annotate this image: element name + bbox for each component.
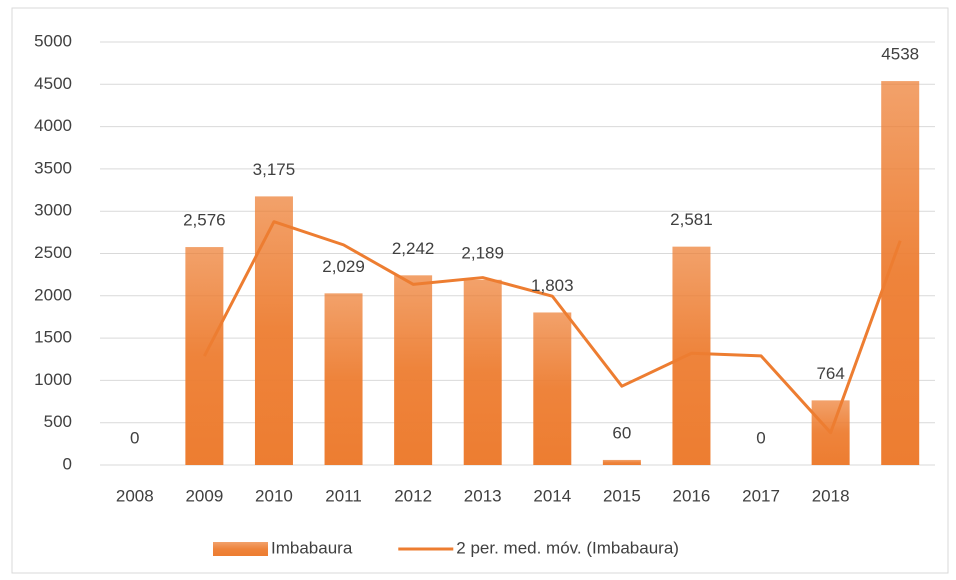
x-tick-label: 2010 <box>255 486 293 505</box>
value-label: 0 <box>756 428 765 447</box>
value-label: 4538 <box>881 45 919 64</box>
value-label: 2,242 <box>392 239 435 258</box>
y-tick-label: 3000 <box>34 201 72 220</box>
y-tick-label: 3500 <box>34 158 72 177</box>
x-tick-label: 2009 <box>185 486 223 505</box>
value-label: 764 <box>816 364 844 383</box>
x-tick-label: 2017 <box>742 486 780 505</box>
x-tick-label: 2013 <box>464 486 502 505</box>
bar <box>533 312 572 465</box>
x-tick-label: 2016 <box>673 486 711 505</box>
value-label: 2,189 <box>461 243 504 262</box>
y-tick-label: 4500 <box>34 74 72 93</box>
bar <box>254 196 293 465</box>
x-tick-label: 2012 <box>394 486 432 505</box>
y-tick-label: 5000 <box>34 31 72 50</box>
value-label: 1,803 <box>531 276 574 295</box>
x-tick-label: 2015 <box>603 486 641 505</box>
moving-average-line <box>203 220 902 435</box>
bar <box>324 293 363 465</box>
value-label: 2,029 <box>322 257 365 276</box>
bar <box>185 247 224 465</box>
value-label: 60 <box>612 423 631 442</box>
value-label: 2,576 <box>183 211 226 230</box>
x-tick-label: 2014 <box>533 486 571 505</box>
y-tick-label: 500 <box>44 412 72 431</box>
legend-label: 2 per. med. móv. (Imbabaura) <box>456 538 679 557</box>
y-tick-label: 2500 <box>34 243 72 262</box>
y-tick-label: 0 <box>63 454 72 473</box>
y-tick-label: 4000 <box>34 116 72 135</box>
x-tick-label: 2008 <box>116 486 154 505</box>
legend-swatch <box>213 542 268 556</box>
bar <box>672 246 711 465</box>
value-label: 3,175 <box>253 160 296 179</box>
bar <box>394 275 433 465</box>
y-tick-label: 1500 <box>34 328 72 347</box>
value-label: 0 <box>130 428 139 447</box>
x-tick-label: 2018 <box>812 486 850 505</box>
legend-label: Imbabaura <box>271 538 353 557</box>
value-label: 2,581 <box>670 210 713 229</box>
y-tick-label: 2000 <box>34 285 72 304</box>
x-tick-label: 2011 <box>325 486 362 505</box>
bar <box>463 279 502 465</box>
y-tick-label: 1000 <box>34 370 72 389</box>
bar <box>602 459 641 465</box>
